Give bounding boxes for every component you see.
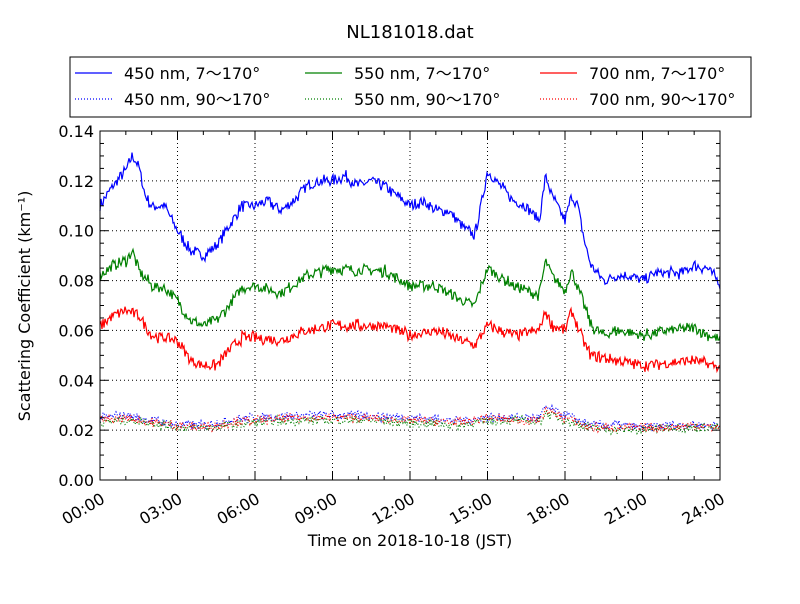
x-axis-label: Time on 2018-10-18 (JST) <box>307 531 512 550</box>
x-tick-label: 12:00 <box>369 489 418 529</box>
y-tick-label: 0.06 <box>58 321 94 340</box>
series-line-0 <box>100 153 720 289</box>
x-tick-label: 21:00 <box>601 489 650 529</box>
y-tick-label: 0.14 <box>58 122 94 141</box>
y-tick-label: 0.10 <box>58 222 94 241</box>
y-axis-label: Scattering Coefficient (km⁻¹) <box>15 191 34 422</box>
x-tick-label: 24:00 <box>679 489 728 529</box>
legend-label: 550 nm, 90～170° <box>354 90 500 109</box>
x-tick-label: 15:00 <box>446 489 495 529</box>
y-tick-label: 0.02 <box>58 421 94 440</box>
legend-label: 550 nm, 7～170° <box>354 64 490 83</box>
scattering-chart: NL181018.dat 00:00 03:00 06:00 09:00 12:00 15… <box>0 0 800 600</box>
legend: 450 nm, 7～170° 550 nm, 7～170° 700 nm, 7～17… <box>70 57 751 117</box>
x-tick-label: 18:00 <box>524 489 573 529</box>
axis-ticks: 00:00 03:00 06:00 09:00 12:00 15:00 18:00 21:00… <box>58 122 728 529</box>
legend-label: 450 nm, 90～170° <box>124 90 270 109</box>
x-tick-label: 00:00 <box>59 489 108 529</box>
legend-label: 700 nm, 90～170° <box>589 90 735 109</box>
x-tick-label: 09:00 <box>291 489 340 529</box>
x-tick-label: 06:00 <box>214 489 263 529</box>
y-tick-label: 0.00 <box>58 471 94 490</box>
x-tick-label: 03:00 <box>136 489 185 529</box>
chart-title: NL181018.dat <box>346 22 473 43</box>
legend-label: 700 nm, 7～170° <box>589 64 725 83</box>
y-tick-label: 0.04 <box>58 371 94 390</box>
y-tick-label: 0.08 <box>58 272 94 291</box>
y-tick-label: 0.12 <box>58 172 94 191</box>
legend-label: 450 nm, 7～170° <box>124 64 260 83</box>
